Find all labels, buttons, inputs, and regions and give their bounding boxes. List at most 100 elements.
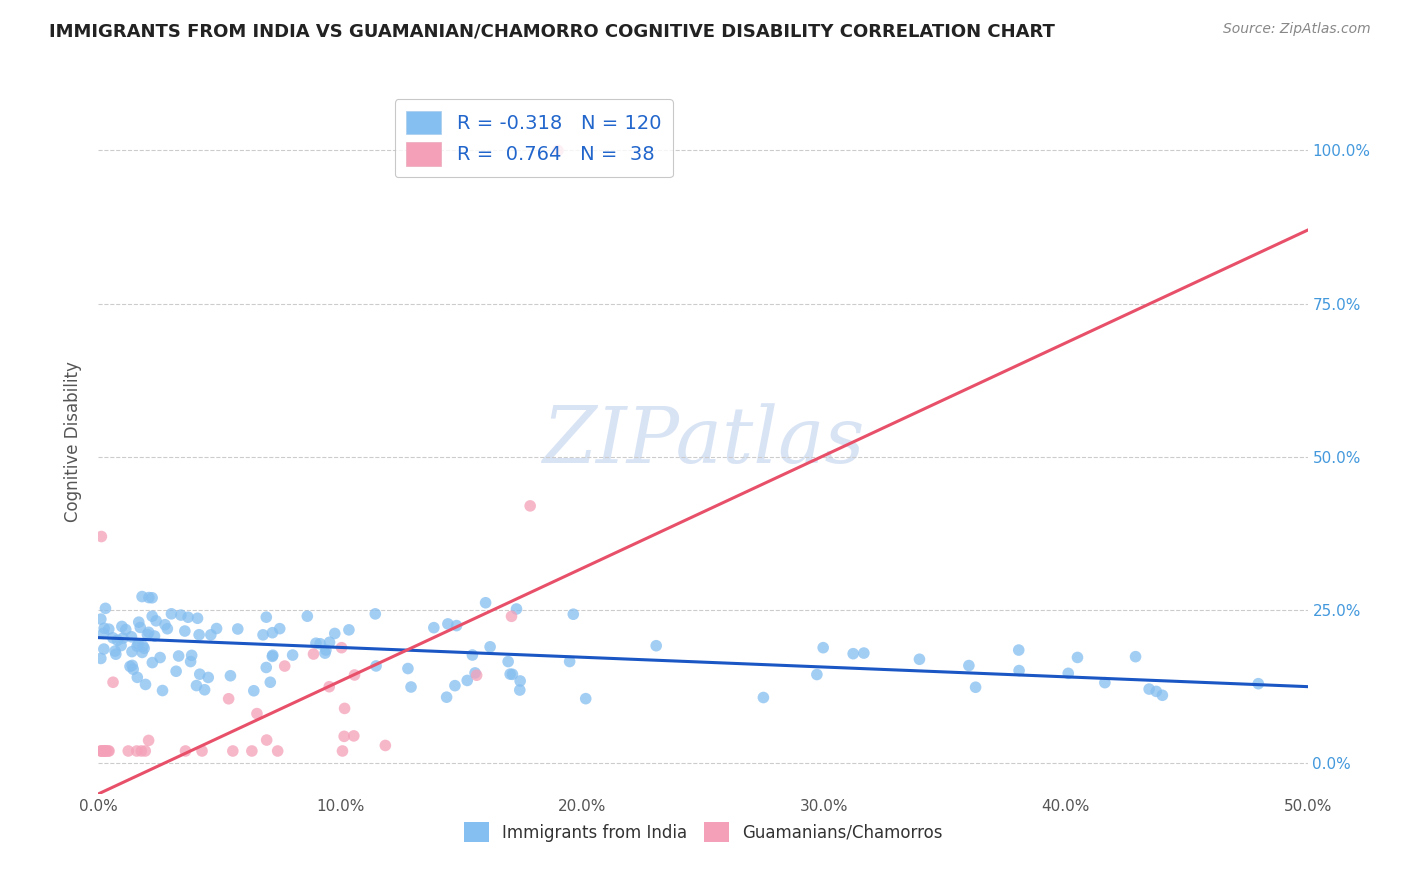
Point [141,609,163,624]
Point [107,633,129,648]
Text: IMMIGRANTS FROM INDIA VS GUAMANIAN/CHAMORRO COGNITIVE DISABILITY CORRELATION CHA: IMMIGRANTS FROM INDIA VS GUAMANIAN/CHAMO… [49,22,1054,40]
Point [141,591,163,605]
Point [134,677,156,691]
Point [173,624,195,638]
Point [93,626,115,640]
Point [93,744,115,758]
Point [343,729,366,743]
Point [165,665,187,679]
Point [118,659,141,673]
Point [509,673,531,688]
Point [90,651,112,665]
Point [143,629,166,643]
Text: ZIPatlas: ZIPatlas [541,403,865,480]
Point [269,622,291,636]
Point [262,649,284,664]
Point [152,683,174,698]
Point [219,669,242,683]
Point [333,701,356,715]
Point [337,623,360,637]
Point [246,706,269,721]
Point [136,627,159,641]
Point [90,612,112,626]
Point [127,637,149,651]
Point [318,680,340,694]
Point [965,680,987,694]
Point [131,590,153,604]
Point [128,615,150,629]
Point [374,739,396,753]
Point [309,637,332,651]
Point [474,596,496,610]
Point [562,607,585,622]
Point [266,744,288,758]
Point [501,609,523,624]
Point [197,670,219,684]
Point [129,620,152,634]
Point [218,691,240,706]
Point [252,628,274,642]
Point [97,622,120,636]
Point [111,619,134,633]
Point [121,645,143,659]
Point [110,639,132,653]
Point [323,626,346,640]
Point [141,656,163,670]
Point [180,655,202,669]
Point [97,744,120,758]
Point [806,667,828,681]
Point [188,628,211,642]
Point [101,675,124,690]
Point [496,655,519,669]
Point [131,744,153,758]
Point [254,660,277,674]
Point [138,625,160,640]
Point [117,744,139,758]
Point [479,640,502,654]
Point [465,668,488,682]
Point [104,644,127,658]
Point [297,609,319,624]
Point [456,673,478,688]
Point [852,646,875,660]
Point [121,658,143,673]
Point [98,744,121,758]
Point [226,622,249,636]
Point [343,668,366,682]
Point [262,648,284,663]
Point [186,611,208,625]
Point [177,610,200,624]
Point [509,683,531,698]
Point [1008,643,1031,657]
Point [125,744,148,758]
Legend: Immigrants from India, Guamanians/Chamorros: Immigrants from India, Guamanians/Chamor… [457,815,949,849]
Point [273,659,295,673]
Point [138,591,160,605]
Point [330,640,353,655]
Point [259,675,281,690]
Point [558,655,581,669]
Point [94,744,117,758]
Point [240,744,263,758]
Point [188,667,211,681]
Point [191,744,214,758]
Point [174,744,197,758]
Point [908,652,931,666]
Point [254,610,277,624]
Point [93,744,115,758]
Point [315,643,337,657]
Point [314,646,336,660]
Point [131,645,153,659]
Point [167,648,190,663]
Point [90,744,112,758]
Point [256,733,278,747]
Point [127,670,149,684]
Point [811,640,834,655]
Point [364,607,387,621]
Point [94,601,117,615]
Point [90,744,112,758]
Point [93,621,115,635]
Point [1144,684,1167,698]
Point [446,618,468,632]
Point [501,667,523,681]
